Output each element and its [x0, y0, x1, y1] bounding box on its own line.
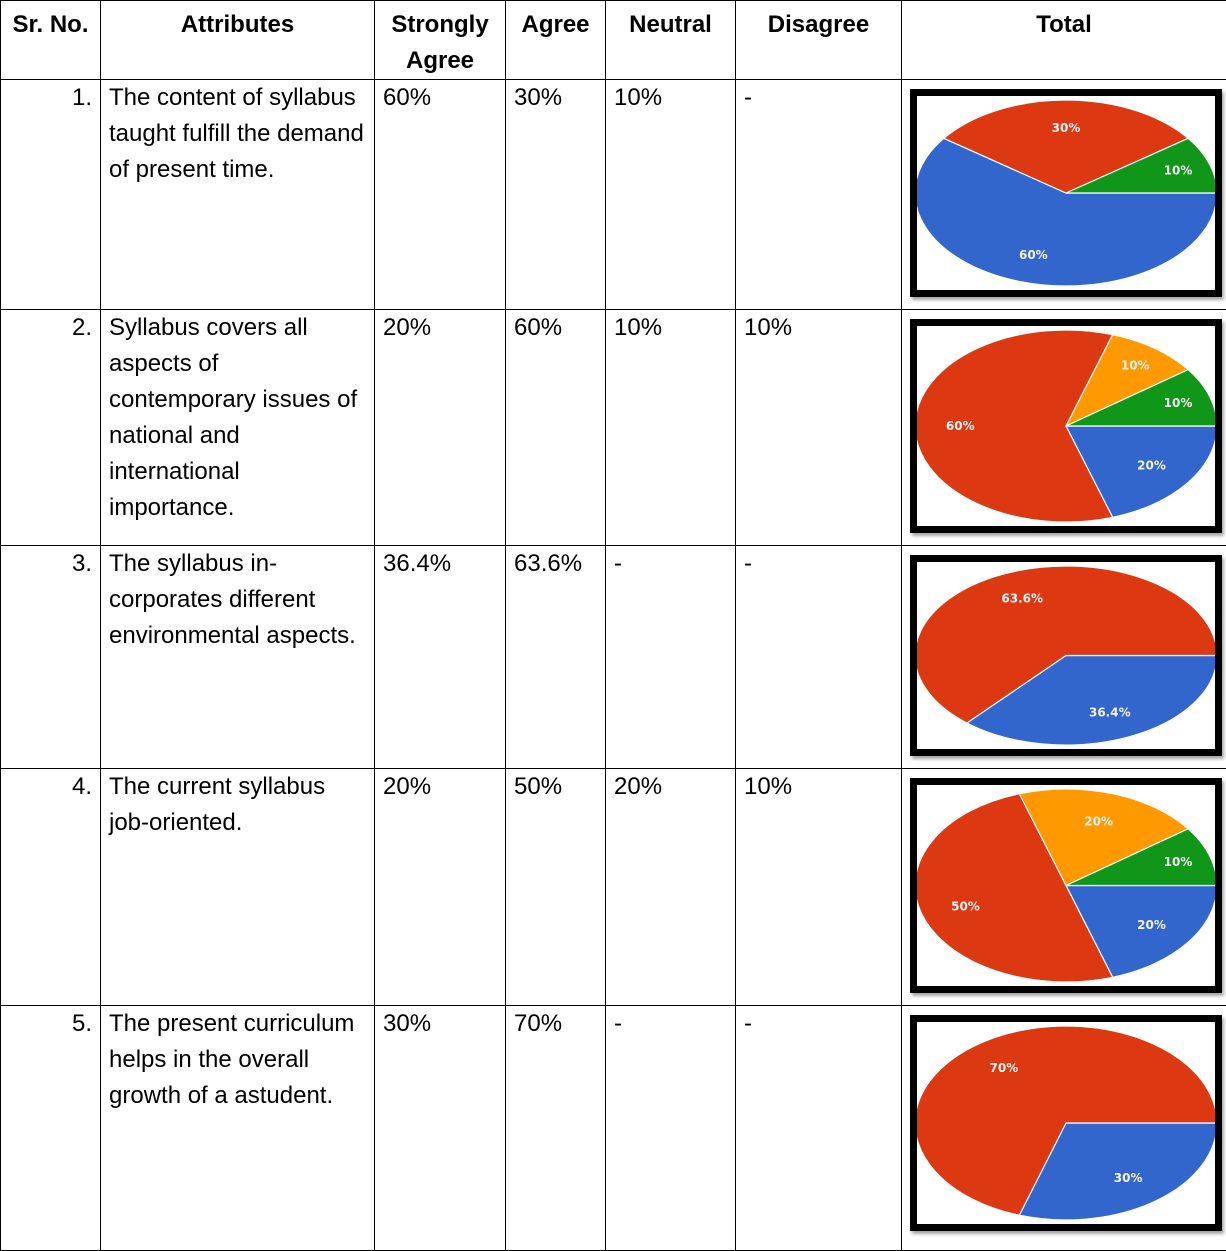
row-agree: 63.6% [506, 546, 606, 769]
pie-slice-label: 60% [946, 419, 975, 433]
pie-slice-label: 60% [1019, 248, 1048, 262]
table-row: 1. The content of syllabus taught fulfil… [1, 80, 1226, 310]
pie-slice-label: 63.6% [1001, 591, 1043, 605]
row-attribute: The content of syllabus taught fulfill t… [101, 80, 375, 310]
pie-slice-label: 30% [1052, 121, 1081, 135]
row-total: 30% 70% [902, 1006, 1226, 1251]
row-sr-no: 5. [1, 1006, 101, 1251]
row-disagree: 10% [736, 310, 902, 546]
row-attribute: The current syllabus job-oriented. [101, 769, 375, 1006]
header-neutral: Neutral [606, 1, 736, 80]
pie-slice-label: 10% [1164, 855, 1193, 869]
row-disagree: - [736, 80, 902, 310]
row-total: 60% 30% 10% [902, 80, 1226, 310]
row-total: 20% 60% 10% 10% [902, 310, 1226, 546]
header-strongly-agree: Strongly Agree [375, 1, 506, 80]
pie-chart-frame: 60% 30% 10% [910, 89, 1222, 297]
row-strongly-agree: 20% [375, 310, 506, 546]
header-row: Sr. No. Attributes Strongly Agree Agree … [1, 1, 1226, 80]
pie-slice-label: 30% [1114, 1171, 1143, 1185]
table-row: 2. Syllabus covers all aspects of contem… [1, 310, 1226, 546]
pie-chart: 30% 70% [917, 1022, 1215, 1224]
pie-slice-label: 70% [990, 1061, 1019, 1075]
row-attribute: The syllabus in-corporates different env… [101, 546, 375, 769]
pie-chart: 20% 50% 20% 10% [917, 785, 1215, 986]
row-attribute: The present curriculum helps in the over… [101, 1006, 375, 1251]
row-sr-no: 4. [1, 769, 101, 1006]
pie-chart-frame: 20% 60% 10% 10% [910, 319, 1222, 533]
header-disagree: Disagree [736, 1, 902, 80]
header-sr-no: Sr. No. [1, 1, 101, 80]
row-neutral: 20% [606, 769, 736, 1006]
row-neutral: 10% [606, 80, 736, 310]
row-neutral: 10% [606, 310, 736, 546]
row-strongly-agree: 60% [375, 80, 506, 310]
row-disagree: - [736, 546, 902, 769]
row-agree: 50% [506, 769, 606, 1006]
row-neutral: - [606, 546, 736, 769]
row-strongly-agree: 30% [375, 1006, 506, 1251]
pie-chart: 60% 30% 10% [917, 96, 1215, 290]
pie-slice-label: 20% [1084, 814, 1113, 828]
table-row: 4. The current syllabus job-oriented. 20… [1, 769, 1226, 1006]
pie-slice-label: 20% [1137, 918, 1166, 932]
pie-slice-label: 36.4% [1089, 706, 1131, 720]
pie-chart-frame: 30% 70% [910, 1015, 1222, 1231]
pie-slice-label: 20% [1137, 458, 1166, 472]
row-disagree: - [736, 1006, 902, 1251]
pie-slice-label: 10% [1164, 396, 1193, 410]
table-row: 3. The syllabus in-corporates different … [1, 546, 1226, 769]
row-total: 20% 50% 20% 10% [902, 769, 1226, 1006]
header-total: Total [902, 1, 1226, 80]
row-sr-no: 1. [1, 80, 101, 310]
pie-slice-label: 10% [1164, 164, 1193, 178]
row-strongly-agree: 20% [375, 769, 506, 1006]
pie-slice-label: 50% [951, 899, 980, 913]
pie-chart: 20% 60% 10% 10% [917, 326, 1215, 526]
row-total: 36.4% 63.6% [902, 546, 1226, 769]
row-agree: 70% [506, 1006, 606, 1251]
header-attributes: Attributes [101, 1, 375, 80]
row-sr-no: 2. [1, 310, 101, 546]
row-disagree: 10% [736, 769, 902, 1006]
pie-chart: 36.4% 63.6% [917, 562, 1215, 749]
row-agree: 30% [506, 80, 606, 310]
table-row: 5. The present curriculum helps in the o… [1, 1006, 1226, 1251]
row-sr-no: 3. [1, 546, 101, 769]
row-agree: 60% [506, 310, 606, 546]
pie-slice-label: 10% [1121, 358, 1150, 372]
row-neutral: - [606, 1006, 736, 1251]
row-attribute: Syllabus covers all aspects of contempor… [101, 310, 375, 546]
pie-chart-frame: 36.4% 63.6% [910, 555, 1222, 756]
pie-chart-frame: 20% 50% 20% 10% [910, 778, 1222, 993]
row-strongly-agree: 36.4% [375, 546, 506, 769]
header-agree: Agree [506, 1, 606, 80]
